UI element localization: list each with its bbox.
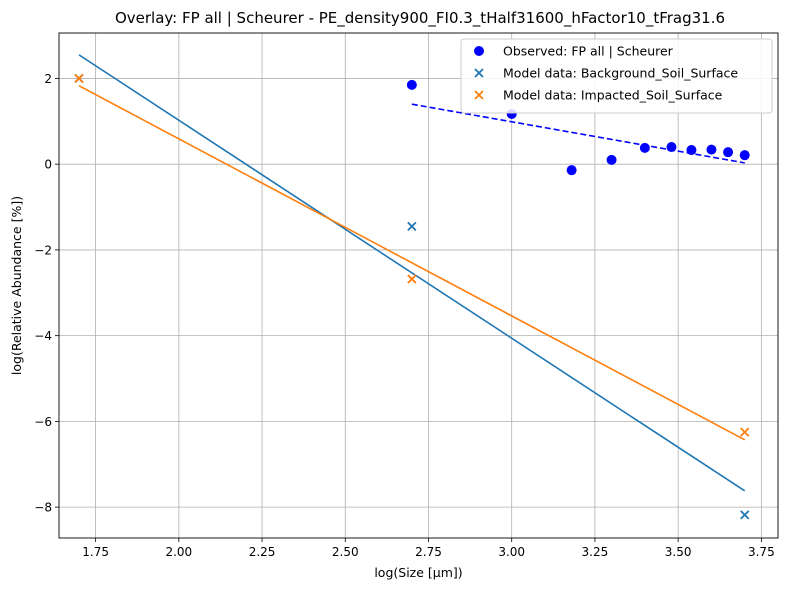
x-tick-label: 3.50 xyxy=(665,545,692,559)
ticks: 1.75 2.00 2.25 2.50 2.75 3.00 3.25 3.50 3.75 −8 −6… xyxy=(34,72,774,559)
fit-line xyxy=(78,54,746,492)
y-tick-label: −4 xyxy=(34,329,52,343)
observed-point xyxy=(706,144,717,155)
model-point xyxy=(74,73,84,84)
y-tick-label: 0 xyxy=(44,158,52,172)
legend-marker xyxy=(474,90,484,100)
observed-point xyxy=(686,145,697,156)
observed-point xyxy=(639,142,650,153)
x-tick-label: 3.75 xyxy=(748,545,775,559)
observed-point xyxy=(666,142,677,153)
y-tick-label: −6 xyxy=(34,415,52,429)
x-axis-label: log(Size [µm]) xyxy=(374,565,462,580)
x-tick-label: 2.00 xyxy=(165,545,192,559)
legend-marker xyxy=(474,46,484,56)
model-point xyxy=(407,221,417,231)
x-tick-label: 2.25 xyxy=(249,545,276,559)
y-axis-label: log(Relative Abundance [%]) xyxy=(9,196,24,375)
fit-line xyxy=(78,85,746,441)
x-tick-label: 3.00 xyxy=(498,545,525,559)
x-tick-label: 2.50 xyxy=(332,545,359,559)
axes-frame xyxy=(58,32,779,539)
x-tick-label: 2.75 xyxy=(415,545,442,559)
legend-marker xyxy=(474,68,484,78)
legend-label: Model data: Background_Soil_Surface xyxy=(503,66,738,81)
observed-point xyxy=(723,147,734,158)
model-point xyxy=(407,274,417,284)
legend: Observed: FP all | Scheurer Model data: B… xyxy=(460,38,773,114)
x-tick-label: 3.25 xyxy=(582,545,609,559)
legend-label: Observed: FP all | Scheurer xyxy=(503,44,674,59)
observed-point xyxy=(739,150,750,161)
model-point xyxy=(740,510,750,520)
observed-point xyxy=(406,79,417,90)
y-tick-label: −2 xyxy=(34,243,52,257)
legend-label: Model data: Impacted_Soil_Surface xyxy=(503,88,723,103)
observed-point xyxy=(606,154,617,165)
x-tick-label: 1.75 xyxy=(82,545,109,559)
y-tick-label: 2 xyxy=(44,72,52,86)
legend-box xyxy=(460,38,773,114)
y-tick-label: −8 xyxy=(34,501,52,515)
observed-point xyxy=(566,165,577,176)
grid xyxy=(59,33,778,538)
model-point xyxy=(740,427,750,437)
chart-title: Overlay: FP all | Scheurer - PE_density9… xyxy=(115,9,725,28)
